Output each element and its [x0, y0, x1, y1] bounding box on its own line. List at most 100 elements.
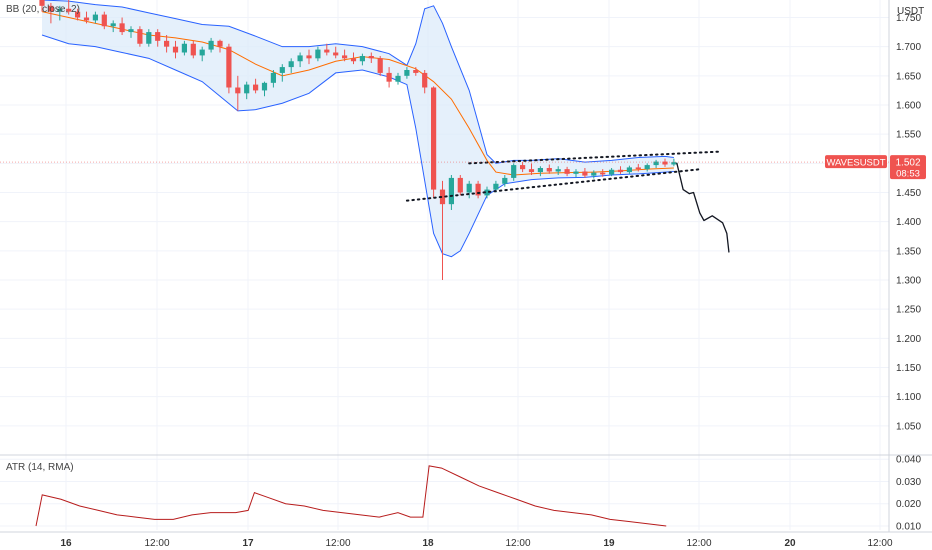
candle[interactable] [386, 67, 392, 88]
candle[interactable] [119, 17, 125, 36]
bollinger-label[interactable]: BB (20, close, 2) [6, 4, 80, 15]
candle-body [208, 40, 214, 50]
candle[interactable] [297, 52, 303, 68]
candle[interactable] [671, 158, 677, 167]
candle-body [671, 162, 677, 165]
candle[interactable] [644, 163, 650, 172]
candle[interactable] [404, 67, 410, 79]
last-price: 1.502 [895, 158, 920, 169]
candle[interactable] [190, 40, 196, 59]
candle[interactable] [244, 81, 250, 100]
candle[interactable] [466, 180, 472, 199]
candle[interactable] [226, 43, 232, 94]
candle[interactable] [617, 166, 624, 174]
candle[interactable] [39, 0, 45, 12]
candle[interactable] [217, 39, 223, 53]
candle[interactable] [146, 29, 152, 47]
time-tick-label: 12:00 [686, 538, 711, 549]
candle-body [199, 49, 205, 56]
candle[interactable] [324, 43, 330, 56]
bb-lower-line [41, 34, 674, 258]
candle[interactable] [208, 37, 214, 53]
time-tick-label: 12:00 [144, 538, 169, 549]
candle[interactable] [306, 49, 312, 65]
candle[interactable] [609, 168, 615, 177]
price-tick-label: 1.100 [896, 392, 921, 403]
chart-grid [0, 0, 889, 530]
candle[interactable] [101, 11, 107, 30]
atr-pane[interactable] [35, 465, 667, 527]
candle[interactable] [368, 52, 374, 64]
lower-trendline[interactable] [405, 168, 702, 202]
candle[interactable] [155, 29, 161, 47]
candle-body [457, 177, 463, 193]
candle[interactable] [359, 53, 365, 66]
candle[interactable] [591, 170, 597, 179]
projection-path[interactable] [676, 162, 730, 253]
atr-label[interactable]: ATR (14, RMA) [6, 462, 74, 473]
time-tick-label: 19 [603, 538, 615, 549]
candle[interactable] [422, 70, 428, 94]
candle[interactable] [413, 67, 419, 76]
candle[interactable] [635, 163, 641, 172]
candle[interactable] [288, 58, 294, 73]
candle[interactable] [48, 2, 54, 24]
candle[interactable] [520, 162, 526, 173]
price-tick-label: 1.550 [896, 130, 921, 141]
candle[interactable] [199, 46, 205, 62]
candle[interactable] [261, 81, 268, 97]
symbol-tag-bg [825, 155, 887, 169]
atr-tick-label: 0.020 [896, 499, 921, 510]
drawing-overlays[interactable] [405, 150, 730, 253]
candle[interactable] [137, 26, 143, 47]
candle[interactable] [57, 5, 63, 21]
candle[interactable] [448, 175, 454, 210]
candle[interactable] [475, 180, 481, 199]
candle[interactable] [511, 163, 517, 181]
candle[interactable] [83, 11, 90, 24]
candle[interactable] [342, 49, 348, 62]
candle[interactable] [181, 40, 187, 56]
candle[interactable] [626, 165, 632, 174]
atr-line[interactable] [35, 465, 667, 527]
candle[interactable] [555, 166, 561, 175]
candle[interactable] [235, 75, 241, 111]
candle[interactable] [395, 72, 401, 85]
candle[interactable] [128, 26, 134, 38]
candle[interactable] [528, 163, 535, 175]
candle[interactable] [315, 46, 321, 62]
candle[interactable] [172, 40, 179, 59]
candle[interactable] [75, 8, 81, 21]
candle[interactable] [253, 78, 259, 94]
candle[interactable] [377, 56, 383, 76]
candle[interactable] [457, 175, 463, 196]
candle-body [83, 17, 90, 21]
candle[interactable] [502, 175, 508, 187]
candle-body [528, 169, 535, 173]
candle[interactable] [333, 46, 339, 59]
candle[interactable] [653, 159, 659, 168]
candle[interactable] [279, 64, 285, 82]
candle[interactable] [164, 35, 170, 53]
candle[interactable] [600, 169, 606, 177]
candle[interactable] [431, 86, 437, 199]
candlestick-series[interactable] [39, 0, 677, 280]
candle-body [172, 46, 179, 53]
candle[interactable] [439, 180, 446, 280]
candle[interactable] [66, 0, 72, 15]
candle[interactable] [582, 168, 588, 178]
candle[interactable] [92, 11, 98, 24]
candle[interactable] [110, 20, 116, 33]
candle[interactable] [270, 70, 276, 88]
candle[interactable] [662, 158, 668, 167]
candle-body [217, 40, 223, 47]
price-tick-label: 1.600 [896, 101, 921, 112]
candle[interactable] [573, 169, 579, 178]
candle[interactable] [350, 52, 357, 65]
candle[interactable] [546, 164, 552, 174]
candle[interactable] [484, 186, 490, 199]
candle-body [537, 168, 543, 173]
candle[interactable] [537, 166, 543, 177]
candle[interactable] [564, 166, 570, 177]
